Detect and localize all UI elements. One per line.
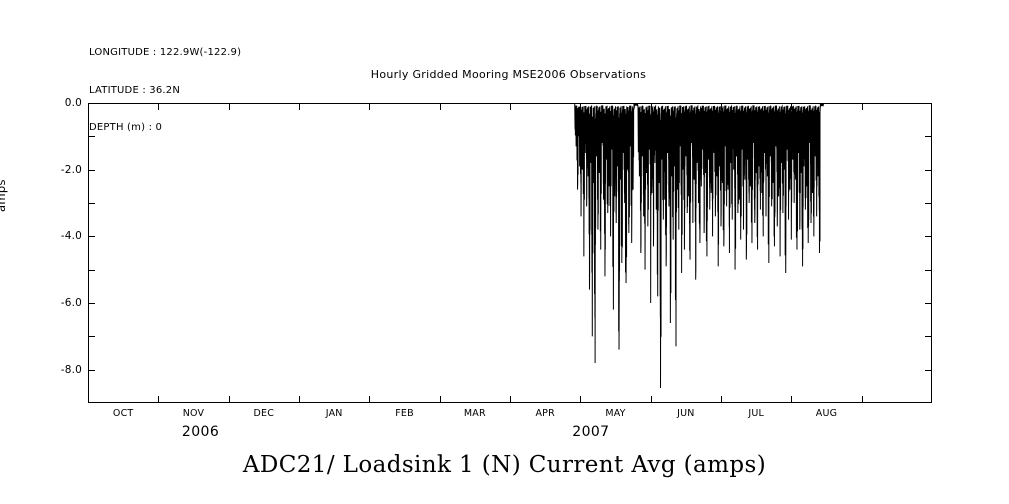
- x-axis-tick: [369, 396, 371, 403]
- x-axis-tick: [439, 396, 441, 403]
- series-line-current-avg: [88, 103, 862, 388]
- x-axis-tick: [299, 103, 300, 110]
- y-axis-tick: [88, 169, 95, 171]
- x-axis-year-label: 2007: [572, 424, 610, 440]
- y-axis-title: amps: [0, 179, 8, 212]
- x-axis-tick: [510, 103, 511, 110]
- y-axis-tick: [925, 103, 932, 104]
- x-axis-tick: [228, 396, 230, 403]
- y-axis-tick: [88, 336, 95, 338]
- x-axis-tick: [228, 103, 230, 110]
- figure-caption-text: ADC21/ Loadsink 1 (N) Current Avg (amps): [242, 452, 767, 478]
- y-axis-tick: [88, 303, 95, 304]
- x-axis-tick: [580, 103, 582, 110]
- x-axis-tick-label: MAY: [605, 408, 626, 419]
- x-axis-tick: [861, 396, 863, 403]
- x-axis-tick: [791, 103, 793, 110]
- x-axis-year-labels: 2006 2007: [88, 424, 932, 444]
- x-axis-tick-label: APR: [535, 408, 555, 419]
- y-axis-tick-label: -4.0: [60, 230, 82, 243]
- y-axis-tick-label: -8.0: [60, 363, 82, 376]
- x-axis-tick-label: JUN: [677, 408, 695, 419]
- x-axis-tick-label: JUL: [748, 408, 764, 419]
- y-axis-tick: [88, 236, 95, 238]
- latitude-text: LATITUDE : 36.2N: [89, 84, 181, 96]
- figure-caption: ADC21/ Loadsink 1 (N) Current Avg (amps): [0, 452, 1009, 478]
- x-axis-tick: [931, 103, 932, 110]
- y-axis-tick: [925, 303, 932, 304]
- y-axis-tick: [88, 103, 95, 104]
- y-axis-tick: [88, 203, 95, 204]
- depth-text: DEPTH (m) : 0: [89, 122, 163, 133]
- x-axis-tick: [88, 103, 89, 110]
- y-axis-labels: 0.0 -2.0 -4.0 -6.0 -8.0: [36, 97, 82, 403]
- x-axis-tick-label: JAN: [325, 408, 343, 419]
- chart-title-text: Hourly Gridded Mooring MSE2006 Observati…: [370, 68, 647, 81]
- x-axis-tick-label: AUG: [815, 408, 838, 419]
- y-axis-tick-label: -6.0: [60, 297, 82, 309]
- x-axis-year-label: 2006: [181, 424, 220, 440]
- x-axis-tick: [88, 396, 89, 403]
- longitude-text: LONGITUDE : 122.9W(-122.9): [89, 47, 242, 58]
- x-axis-tick: [861, 103, 863, 110]
- x-axis-tick-label: OCT: [112, 408, 134, 419]
- y-axis-tick: [925, 269, 932, 271]
- x-axis-tick: [650, 396, 652, 403]
- y-axis-tick-label: -2.0: [60, 163, 82, 176]
- y-axis-tick-label: 0.0: [64, 97, 82, 109]
- y-axis-tick: [925, 136, 932, 138]
- y-axis-tick: [925, 203, 932, 204]
- x-axis-tick: [158, 396, 160, 403]
- data-trace: [88, 103, 932, 403]
- x-axis-tick: [299, 396, 300, 403]
- y-axis-tick: [925, 336, 932, 338]
- plot-area: [88, 103, 932, 403]
- x-axis-tick-label: DEC: [253, 408, 275, 419]
- x-axis-tick-label: FEB: [395, 408, 414, 419]
- station-metadata: LONGITUDE : 122.9W(-122.9) LATITUDE : 36…: [89, 22, 241, 160]
- x-axis-tick-label: MAR: [463, 408, 486, 419]
- y-axis-tick: [88, 269, 95, 271]
- x-axis-tick: [439, 103, 441, 110]
- x-axis-tick-label: NOV: [182, 408, 205, 419]
- y-axis-tick: [925, 169, 932, 171]
- y-axis-tick: [925, 369, 932, 371]
- x-axis-tick: [510, 396, 511, 403]
- x-axis-labels: OCT NOV DEC JAN FEB MAR APR MAY JUN JUL AUG: [88, 408, 932, 424]
- x-axis-tick: [791, 396, 793, 403]
- chart-title: Hourly Gridded Mooring MSE2006 Observati…: [0, 68, 1009, 81]
- y-axis-tick: [88, 369, 95, 371]
- x-axis-tick: [650, 103, 652, 110]
- x-axis-tick: [931, 396, 932, 403]
- x-axis-tick: [158, 103, 160, 110]
- x-axis-tick: [721, 103, 722, 110]
- y-axis-tick: [925, 236, 932, 238]
- x-axis-tick: [369, 103, 371, 110]
- y-axis-tick: [88, 136, 95, 138]
- x-axis-tick: [721, 396, 722, 403]
- x-axis-tick: [580, 396, 582, 403]
